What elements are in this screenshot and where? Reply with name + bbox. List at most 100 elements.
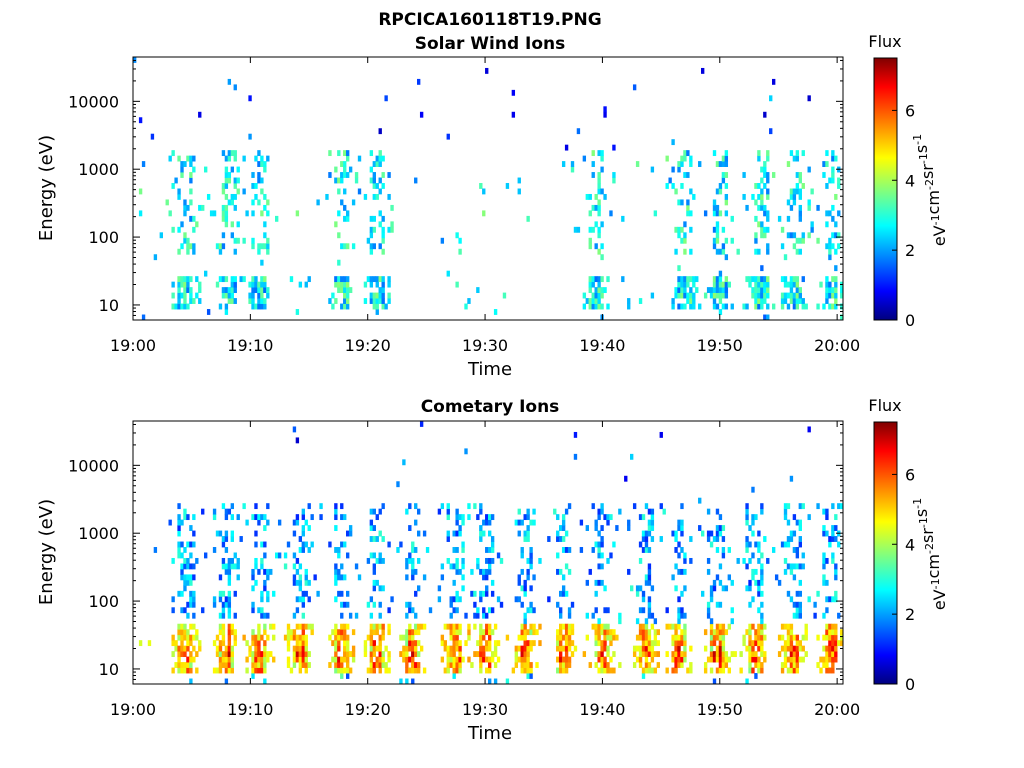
heatmap-cell bbox=[189, 623, 193, 630]
heatmap-cell bbox=[520, 634, 524, 641]
heatmap-cell bbox=[405, 612, 409, 619]
heatmap-cell bbox=[396, 547, 400, 553]
heatmap-cell bbox=[242, 276, 246, 283]
heatmap-cell bbox=[183, 199, 187, 206]
heatmap-cell bbox=[186, 276, 190, 283]
heatmap-cell bbox=[739, 667, 743, 674]
heatmap-cell bbox=[798, 601, 802, 608]
heatmap-cell bbox=[517, 177, 521, 184]
heatmap-cell bbox=[180, 667, 184, 674]
heatmap-cell bbox=[378, 155, 382, 162]
heatmap-cell bbox=[177, 662, 181, 668]
heatmap-cell bbox=[591, 204, 595, 211]
heatmap-cell bbox=[612, 634, 616, 641]
heatmap-cell bbox=[603, 585, 607, 592]
heatmap-cell bbox=[248, 281, 252, 288]
heatmap-cell bbox=[526, 640, 530, 647]
heatmap-cell bbox=[766, 248, 770, 255]
heatmap-cell bbox=[372, 568, 376, 575]
heatmap-cell bbox=[381, 656, 385, 663]
heatmap-cell bbox=[257, 623, 261, 630]
heatmap-cell bbox=[378, 128, 382, 135]
heatmap-cell bbox=[221, 634, 226, 641]
heatmap-cell bbox=[709, 667, 714, 674]
heatmap-cell bbox=[260, 612, 264, 619]
heatmap-cell bbox=[834, 303, 838, 310]
heatmap-cell bbox=[780, 667, 785, 674]
heatmap-cell bbox=[195, 629, 199, 636]
heatmap-cell bbox=[186, 237, 190, 244]
heatmap-cell bbox=[263, 525, 267, 531]
heatmap-cell bbox=[266, 590, 270, 597]
heatmap-cell bbox=[147, 640, 152, 647]
heatmap-cell bbox=[677, 552, 681, 559]
heatmap-cell bbox=[272, 590, 276, 597]
heatmap-cell bbox=[603, 287, 607, 294]
heatmap-cell bbox=[490, 541, 495, 548]
heatmap-cell bbox=[405, 601, 409, 608]
heatmap-cell bbox=[840, 629, 844, 636]
heatmap-cell bbox=[221, 287, 226, 294]
heatmap-cell bbox=[378, 645, 382, 652]
heatmap-cell bbox=[292, 530, 297, 537]
heatmap-cell bbox=[594, 640, 598, 647]
heatmap-cell bbox=[304, 640, 308, 647]
heatmap-cell bbox=[230, 292, 234, 299]
heatmap-cell bbox=[570, 640, 575, 647]
heatmap-cell bbox=[363, 651, 368, 658]
heatmap-cell bbox=[603, 640, 607, 647]
heatmap-cell bbox=[399, 634, 403, 641]
heatmap-cell bbox=[195, 557, 199, 564]
heatmap-cell bbox=[772, 172, 776, 178]
heatmap-cell bbox=[183, 662, 187, 668]
heatmap-cell bbox=[405, 678, 409, 685]
heatmap-cell bbox=[177, 514, 181, 521]
heatmap-cell bbox=[372, 563, 376, 570]
heatmap-cell bbox=[337, 150, 341, 157]
cometary-colorbar-title: Flux bbox=[868, 396, 901, 415]
heatmap-cell bbox=[567, 645, 572, 652]
heatmap-cell bbox=[588, 662, 592, 668]
heatmap-cell bbox=[689, 248, 693, 255]
heatmap-cell bbox=[171, 557, 175, 564]
heatmap-cell bbox=[375, 303, 379, 310]
heatmap-cell bbox=[230, 629, 234, 636]
heatmap-cell bbox=[789, 530, 794, 537]
heatmap-cell bbox=[597, 579, 601, 586]
heatmap-cell bbox=[242, 188, 246, 195]
heatmap-cell bbox=[369, 596, 374, 603]
heatmap-cell bbox=[677, 662, 681, 668]
heatmap-cell bbox=[816, 662, 820, 668]
heatmap-cell bbox=[482, 656, 486, 663]
heatmap-cell bbox=[461, 547, 465, 553]
heatmap-cell bbox=[641, 514, 646, 521]
heatmap-cell bbox=[186, 243, 190, 250]
heatmap-cell bbox=[419, 111, 424, 118]
heatmap-cell bbox=[138, 188, 143, 195]
heatmap-cell bbox=[260, 590, 264, 597]
heatmap-cell bbox=[189, 161, 193, 167]
heatmap-cell bbox=[692, 276, 696, 283]
heatmap-cell bbox=[798, 237, 802, 244]
heatmap-cell bbox=[706, 607, 711, 614]
heatmap-cell bbox=[254, 514, 258, 521]
heatmap-cell bbox=[698, 161, 702, 167]
heatmap-cell bbox=[180, 651, 184, 658]
heatmap-cell bbox=[757, 292, 761, 299]
heatmap-cell bbox=[198, 287, 202, 294]
colorbar-tick-label: 0 bbox=[905, 675, 915, 694]
heatmap-cell bbox=[375, 623, 379, 630]
heatmap-cell bbox=[263, 645, 267, 652]
heatmap-cell bbox=[588, 226, 592, 233]
heatmap-cell bbox=[520, 585, 524, 592]
heatmap-cell bbox=[834, 292, 838, 299]
heatmap-cell bbox=[369, 243, 374, 250]
heatmap-cell bbox=[760, 166, 764, 173]
heatmap-cell bbox=[828, 210, 832, 217]
heatmap-cell bbox=[680, 547, 684, 553]
heatmap-cell bbox=[180, 629, 184, 636]
heatmap-cell bbox=[224, 662, 229, 668]
heatmap-cell bbox=[606, 276, 610, 283]
heatmap-cell bbox=[689, 303, 693, 310]
heatmap-cell bbox=[363, 640, 368, 647]
